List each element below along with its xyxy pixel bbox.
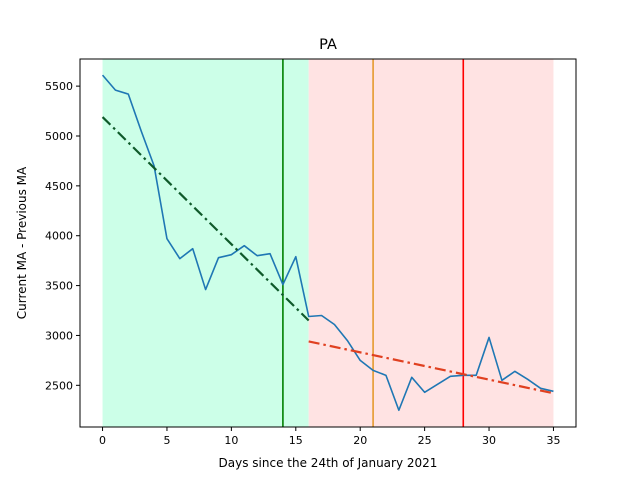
plot-frame (79, 58, 577, 428)
shaded-region-0 (102, 59, 309, 427)
x-tick-label: 0 (99, 434, 106, 447)
x-tick-label: 25 (418, 434, 432, 447)
x-tick-label: 5 (163, 434, 170, 447)
chart-title: PA (319, 37, 337, 53)
trend-line-2 (308, 340, 554, 395)
x-tick-label: 10 (224, 434, 238, 447)
y-tick-label: 3000 (45, 329, 73, 342)
y-tick-label: 4500 (45, 180, 73, 193)
y-tick-label: 5500 (45, 80, 73, 93)
data-line (101, 74, 554, 412)
shaded-region-1 (308, 59, 554, 427)
y-tick-label: 5000 (45, 130, 73, 143)
x-tick-label: 30 (482, 434, 496, 447)
x-axis-label: Days since the 24th of January 2021 (219, 456, 438, 470)
y-tick-label: 4000 (45, 230, 73, 243)
y-axis-label: Current MA - Previous MA (15, 166, 29, 319)
y-tick-label: 2500 (45, 379, 73, 392)
x-tick-label: 15 (289, 434, 303, 447)
x-tick-label: 20 (353, 434, 367, 447)
y-tick-label: 3500 (45, 280, 73, 293)
trend-line-1 (101, 116, 310, 322)
x-tick-label: 35 (546, 434, 560, 447)
